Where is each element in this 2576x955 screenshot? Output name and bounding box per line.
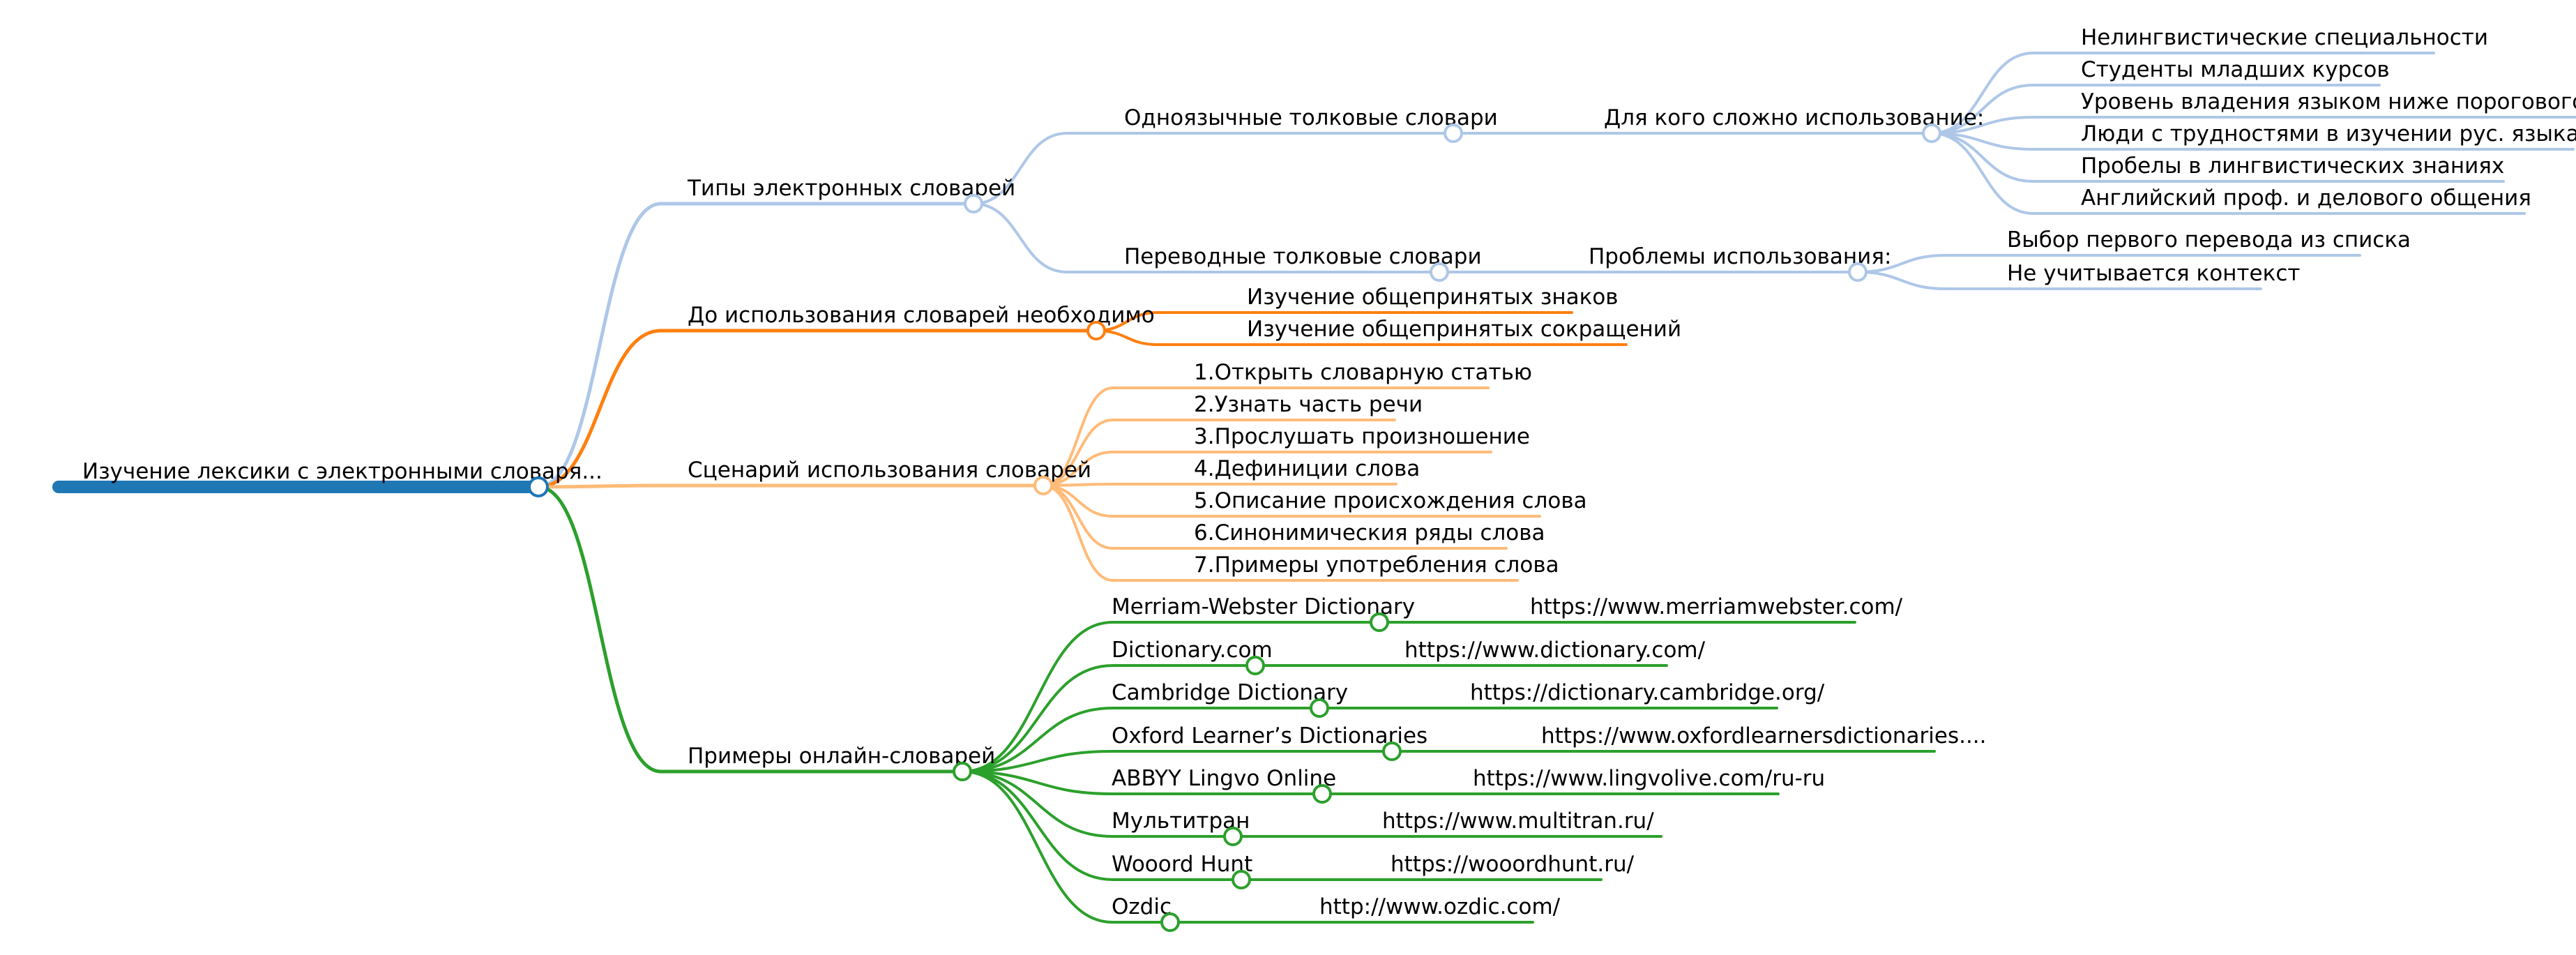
s7-label: 7.Примеры употребления слова	[1194, 552, 1559, 578]
mono-collapse-toggle[interactable]	[1444, 123, 1463, 143]
trans-connector	[972, 202, 1068, 273]
examples-connector	[536, 485, 663, 774]
p1-label: Выбор первого перевода из списка	[2007, 227, 2411, 253]
e2-collapse-toggle[interactable]	[1245, 656, 1265, 675]
w1-connector	[1930, 52, 2035, 135]
s5-label: 5.Описание происхождения слова	[1194, 488, 1587, 513]
e8u-label: http://www.ozdic.com/	[1319, 894, 1561, 919]
trans-label: Переводные толковые словари	[1124, 244, 1482, 269]
s4-label: 4.Дефиниции слова	[1194, 456, 1420, 481]
e5-collapse-toggle[interactable]	[1312, 784, 1332, 804]
e2u-label: https://www.dictionary.com/	[1404, 638, 1706, 663]
e4-collapse-toggle[interactable]	[1382, 742, 1402, 761]
e6u-label: https://www.multitran.ru/	[1382, 809, 1654, 834]
w4-label: Люди с трудностями в изучении рус. языка	[2081, 121, 2576, 146]
e2-connector	[961, 664, 1114, 773]
scenario-collapse-toggle[interactable]	[1033, 476, 1053, 495]
e3-label: Cambridge Dictionary	[1112, 680, 1348, 705]
e1u-label: https://www.merriamwebster.com/	[1530, 594, 1903, 619]
s1-label: 1.Открыть словарную статью	[1194, 360, 1532, 385]
b2-label: Изучение общепринятых сокращений	[1247, 317, 1681, 342]
e8-connector	[961, 770, 1114, 924]
e7-collapse-toggle[interactable]	[1232, 870, 1251, 889]
e4u-label: https://www.oxfordlearnersdictionaries..…	[1541, 723, 1987, 749]
types-connector	[536, 202, 663, 489]
w3-label: Уровень владения языком ниже порогового	[2081, 89, 2576, 114]
e7-connector	[961, 770, 1114, 881]
root-collapse-toggle[interactable]	[528, 476, 549, 497]
s3-label: 3.Прослушать произношение	[1194, 424, 1530, 449]
before-collapse-toggle[interactable]	[1086, 321, 1106, 340]
w6-label: Английский проф. и делового общения	[2081, 186, 2531, 211]
w6-connector	[1930, 132, 2035, 215]
examples-collapse-toggle[interactable]	[953, 762, 972, 781]
mono-connector	[972, 132, 1068, 205]
node-layer: Изучение лексики с электронными словаря.…	[82, 25, 2576, 932]
e8-label: Ozdic	[1112, 894, 1172, 919]
trans-collapse-toggle[interactable]	[1430, 262, 1449, 282]
mono-who-label: Для кого сложно использование:	[1604, 105, 1984, 130]
e4-connector	[961, 750, 1114, 773]
e5-label: ABBYY Lingvo Online	[1112, 766, 1336, 791]
p2-connector	[1856, 271, 1947, 290]
scenario-connector	[536, 483, 663, 489]
types-label: Типы электронных словарей	[687, 176, 1015, 201]
types-collapse-toggle[interactable]	[964, 194, 983, 213]
w1-label: Нелингвистические специальности	[2081, 25, 2488, 50]
e2-label: Dictionary.com	[1112, 638, 1273, 663]
root-label: Изучение лексики с электронными словаря.…	[82, 459, 603, 484]
w2-label: Студенты младших курсов	[2081, 57, 2390, 82]
s6-connector	[1042, 484, 1114, 550]
scenario-label: Сценарий использования словарей	[688, 458, 1091, 483]
e3u-label: https://dictionary.cambridge.org/	[1470, 680, 1825, 705]
e1-collapse-toggle[interactable]	[1370, 612, 1389, 632]
connector-layer	[52, 52, 2576, 924]
trans-prob-label: Проблемы использования:	[1589, 244, 1891, 269]
e1-label: Merriam-Webster Dictionary	[1112, 594, 1415, 619]
e7u-label: https://wooordhunt.ru/	[1391, 852, 1635, 877]
mono-label: Одноязычные толковые словари	[1124, 105, 1498, 130]
s2-label: 2.Узнать часть речи	[1194, 392, 1423, 417]
b1-label: Изучение общепринятых знаков	[1247, 285, 1619, 310]
p2-label: Не учитывается контекст	[2007, 261, 2300, 286]
trans-prob-collapse-toggle[interactable]	[1848, 262, 1867, 282]
before-label: До использования словарей необходимо	[688, 303, 1155, 328]
e3-connector	[961, 707, 1114, 773]
before-connector	[536, 329, 663, 489]
examples-label: Примеры онлайн-словарей	[688, 744, 995, 769]
e6-collapse-toggle[interactable]	[1223, 827, 1243, 846]
w5-label: Пробелы в лингвистических знаниях	[2081, 153, 2504, 179]
s6-label: 6.Синонимическия ряды слова	[1194, 520, 1545, 546]
e1-connector	[961, 621, 1114, 773]
e6-connector	[961, 770, 1114, 838]
mono-who-collapse-toggle[interactable]	[1922, 123, 1941, 143]
e4-label: Oxford Learner’s Dictionaries	[1112, 723, 1427, 749]
e5-connector	[961, 770, 1114, 795]
e7-label: Wooord Hunt	[1112, 852, 1252, 877]
e3-collapse-toggle[interactable]	[1310, 698, 1329, 718]
e5u-label: https://www.lingvolive.com/ru-ru	[1473, 766, 1825, 791]
s7-connector	[1042, 484, 1114, 582]
e8-collapse-toggle[interactable]	[1160, 912, 1180, 932]
